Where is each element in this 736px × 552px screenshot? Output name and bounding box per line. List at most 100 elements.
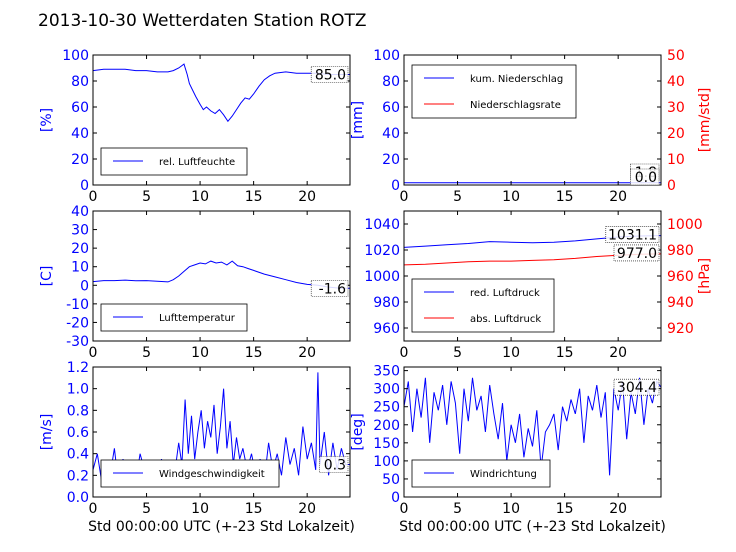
legend-entry: Windgeschwindigkeit xyxy=(159,469,265,480)
y-tick-label: 80 xyxy=(71,74,89,90)
y-tick-label: 40 xyxy=(71,204,89,220)
x-tick-label: 0 xyxy=(89,345,98,361)
x-tick-label: 5 xyxy=(453,189,462,205)
x-tick-label: 10 xyxy=(502,501,520,517)
y-tick-label: 10 xyxy=(71,260,89,276)
panel-humidity: 0 5 10 15 20 0 20 40 60 80 100 [%] rel. Luftfeuchte 8… xyxy=(39,48,351,205)
x-tick-label: 20 xyxy=(609,501,627,517)
x-tick-label: 15 xyxy=(556,501,574,517)
legend-box xyxy=(100,303,248,332)
y-tick-label: 1.2 xyxy=(67,360,89,376)
y-tick-label: 0.2 xyxy=(67,468,89,484)
y-tick-label: 20 xyxy=(71,241,89,257)
x-axis-label: Std 00:00:00 UTC (+-23 Std Lokalzeit) xyxy=(88,519,355,535)
x-tick-label: 15 xyxy=(245,501,263,517)
value-label: 0.3 xyxy=(324,458,346,474)
value-label-box xyxy=(319,456,349,473)
legend-entry: red. Luftdruck xyxy=(470,288,540,299)
series-group xyxy=(93,63,350,123)
value-label: 977.0 xyxy=(617,246,657,262)
y-tick-label: 0 xyxy=(80,278,89,294)
x-tick-label: 10 xyxy=(502,189,520,205)
y-tick-label: 0 xyxy=(391,490,400,506)
y-axis-label: [deg] xyxy=(350,413,366,450)
value-label-box xyxy=(310,66,349,83)
y-tick-label: 0.0 xyxy=(67,490,89,506)
y-tick-label: 100 xyxy=(373,454,400,470)
y2-tick-label: 10 xyxy=(667,152,685,168)
axes-frame xyxy=(403,54,662,186)
value-label-box xyxy=(613,378,660,396)
x-tick-label: 5 xyxy=(142,345,151,361)
x-tick-label: 20 xyxy=(609,189,627,205)
y-tick-label: 0 xyxy=(80,178,89,194)
y-tick-label: 60 xyxy=(71,100,89,116)
value-label: 304.4 xyxy=(617,380,657,396)
x-tick-label: 15 xyxy=(245,189,263,205)
x-tick-label: 0 xyxy=(89,501,98,517)
x-tick-label: 10 xyxy=(191,345,209,361)
legend-entry: Lufttemperatur xyxy=(159,313,236,324)
series-group xyxy=(404,377,661,476)
legend-box xyxy=(411,278,555,333)
value-label: 1031.1 xyxy=(608,228,657,244)
x-axis-label: Std 00:00:00 UTC (+-23 Std Lokalzeit) xyxy=(399,519,666,535)
y-tick-label: 960 xyxy=(373,321,400,337)
series-group xyxy=(93,372,350,487)
y2-tick-label: 20 xyxy=(667,126,685,142)
y2-tick-label: 960 xyxy=(667,269,694,285)
y-tick-label: 30 xyxy=(71,223,89,239)
x-tick-label: 5 xyxy=(142,189,151,205)
x-tick-label: 10 xyxy=(502,345,520,361)
y-tick-label: -10 xyxy=(66,297,89,313)
y-tick-label: 350 xyxy=(373,364,400,380)
y-tick-label: 20 xyxy=(382,152,400,168)
x-tick-label: 0 xyxy=(400,501,409,517)
y-axis-label: [m/s] xyxy=(39,414,55,451)
y-tick-label: 300 xyxy=(373,382,400,398)
value-label: 85.0 xyxy=(315,68,346,84)
axes-frame xyxy=(92,210,351,342)
x-tick-label: 10 xyxy=(191,501,209,517)
legend-entry: abs. Luftdruck xyxy=(470,314,541,325)
y-tick-label: 0.8 xyxy=(67,403,89,419)
y-tick-label: 0.6 xyxy=(67,425,89,441)
y2-tick-label: 980 xyxy=(667,243,694,259)
x-tick-label: 20 xyxy=(298,189,316,205)
y-axis-label: [%] xyxy=(39,108,55,132)
y2-tick-label: 40 xyxy=(667,74,685,90)
y-tick-label: 150 xyxy=(373,436,400,452)
x-tick-label: 20 xyxy=(298,501,316,517)
x-tick-label: 20 xyxy=(298,345,316,361)
y-tick-label: 40 xyxy=(382,126,400,142)
x-tick-label: 0 xyxy=(400,345,409,361)
y-tick-label: 0.4 xyxy=(67,447,89,463)
y-tick-label: 1040 xyxy=(364,217,400,233)
axes-frame xyxy=(92,54,351,186)
x-tick-label: 10 xyxy=(191,189,209,205)
y2-tick-label: 920 xyxy=(667,321,694,337)
value-label-box xyxy=(613,244,660,262)
series-line-winddirection-0 xyxy=(404,377,661,476)
y-tick-label: 50 xyxy=(382,472,400,488)
x-tick-label: 5 xyxy=(453,501,462,517)
value-label: 0.0 xyxy=(635,170,657,186)
value-label-box xyxy=(310,279,349,297)
y-axis-label: [C] xyxy=(39,266,55,287)
value-label-box xyxy=(605,226,660,243)
y2-tick-label: 940 xyxy=(667,295,694,311)
x-tick-label: 5 xyxy=(142,501,151,517)
figure-title: 2013-10-30 Wetterdaten Station ROTZ xyxy=(38,11,367,31)
y-tick-label: -20 xyxy=(66,315,89,331)
y-tick-label: 0 xyxy=(391,178,400,194)
x-tick-label: 5 xyxy=(453,345,462,361)
y-tick-label: 1000 xyxy=(364,269,400,285)
y2-axis-label: [hPa] xyxy=(697,258,713,294)
x-tick-label: 0 xyxy=(400,189,409,205)
value-label-box xyxy=(630,168,660,186)
legend-entry: rel. Luftfeuchte xyxy=(159,157,235,168)
value-label: -1.6 xyxy=(319,281,346,297)
y-tick-label: 100 xyxy=(373,48,400,64)
